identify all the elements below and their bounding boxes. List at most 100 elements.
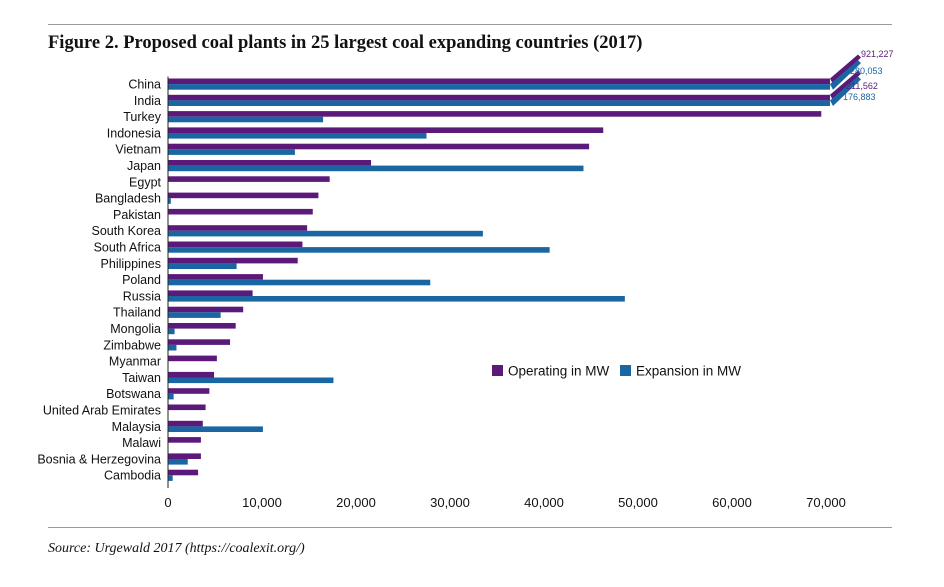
x-tick-label-50000: 50,000 [618, 495, 658, 510]
expansion-bar-bosnia-and-herzegovina [168, 459, 188, 465]
source-note: Source: Urgewald 2017 (https://coalexit.… [48, 541, 305, 556]
category-labels: China India Turkey Indonesia Vietnam Japan Egy… [37, 78, 161, 483]
x-tick-label-20000: 20,000 [336, 495, 376, 510]
expansion-bar-japan [168, 165, 584, 172]
expansion-value-label-china: 280,053 [850, 66, 883, 76]
category-label-poland: Poland [122, 273, 161, 287]
category-label-malaysia: Malaysia [112, 420, 161, 434]
operating-bar-taiwan [168, 371, 215, 378]
x-tick-labels: 0 10,000 20,000 30,000 40,000 50,000 60,000 70,… [164, 495, 846, 510]
category-label-united-arab-emirates: United Arab Emirates [43, 404, 161, 418]
category-label-bangladesh: Bangladesh [95, 192, 161, 206]
expansion-bar-india [168, 100, 830, 106]
operating-bar-thailand [168, 306, 244, 313]
category-label-myanmar: Myanmar [109, 355, 161, 369]
x-tick-label-30000: 30,000 [430, 495, 470, 510]
top-rule [48, 24, 892, 25]
operating-bar-turkey [168, 111, 822, 117]
operating-bar-china-break [830, 54, 861, 85]
operating-bar-bosnia-and-herzegovina [168, 453, 201, 459]
expansion-bar-taiwan [168, 377, 334, 384]
operating-bar-china [168, 78, 830, 85]
category-label-indonesia: Indonesia [107, 126, 161, 140]
category-label-botswana: Botswana [106, 387, 161, 401]
category-label-bosnia-and-herzegovina: Bosnia & Herzegovina [37, 452, 161, 466]
operating-bar-india-break [830, 70, 861, 101]
operating-bar-japan [168, 160, 372, 166]
category-label-mongolia: Mongolia [110, 322, 161, 336]
operating-bar-egypt [168, 176, 330, 182]
expansion-bar-cambodia [168, 475, 173, 481]
operating-bar-cambodia [168, 469, 199, 476]
expansion-value-label-india: 176,883 [843, 92, 876, 102]
legend: Operating in MW Expansion in MW [492, 364, 741, 379]
category-label-south-africa: South Africa [94, 241, 161, 255]
category-label-russia: Russia [123, 289, 161, 303]
figure-title: Figure 2. Proposed coal plants in 25 lar… [48, 33, 643, 53]
category-label-taiwan: Taiwan [122, 371, 161, 385]
bottom-rule [48, 527, 892, 528]
expansion-bar-bangladesh [168, 198, 171, 204]
expansion-bar-china [168, 84, 830, 90]
operating-bar-philippines [168, 257, 298, 264]
category-label-thailand: Thailand [113, 306, 161, 320]
category-label-india: India [134, 94, 161, 108]
category-label-japan: Japan [127, 159, 161, 173]
expansion-bar-india-break [830, 76, 861, 106]
legend-label-expansion: Expansion in MW [636, 364, 741, 379]
x-tick-label-0: 0 [164, 495, 171, 510]
category-label-malawi: Malawi [122, 436, 161, 450]
expansion-bar-mongolia [168, 328, 175, 335]
x-tick-label-40000: 40,000 [524, 495, 564, 510]
expansion-bar-south-africa [168, 247, 550, 253]
category-label-zimbabwe: Zimbabwe [103, 338, 161, 352]
legend-swatch-operating [492, 365, 503, 376]
category-label-turkey: Turkey [123, 110, 161, 124]
expansion-bar-malaysia [168, 426, 263, 432]
category-label-cambodia: Cambodia [104, 469, 161, 483]
category-label-south-korea: South Korea [92, 224, 162, 238]
category-label-egypt: Egypt [129, 175, 161, 189]
operating-bar-poland [168, 274, 263, 280]
category-label-philippines: Philippines [101, 257, 161, 271]
x-tick-label-70000: 70,000 [806, 495, 846, 510]
expansion-bar-zimbabwe [168, 344, 177, 351]
expansion-bar-china-break [830, 60, 861, 90]
operating-bar-pakistan [168, 208, 313, 215]
operating-bar-malawi [168, 437, 201, 443]
operating-bar-south-korea [168, 225, 308, 231]
operating-bar-south-africa [168, 241, 303, 248]
expansion-bar-south-korea [168, 230, 483, 237]
expansion-bar-thailand [168, 312, 221, 318]
legend-swatch-expansion [620, 365, 631, 376]
operating-bar-zimbabwe [168, 339, 231, 345]
expansion-bar-indonesia [168, 133, 427, 139]
expansion-bar-poland [168, 279, 431, 286]
expansion-bar-turkey [168, 116, 324, 123]
category-label-pakistan: Pakistan [113, 208, 161, 222]
bars-layer [168, 54, 861, 481]
operating-bar-united-arab-emirates [168, 404, 206, 411]
expansion-bar-philippines [168, 263, 237, 269]
operating-bar-indonesia [168, 127, 604, 133]
operating-bar-myanmar [168, 355, 217, 362]
legend-label-operating: Operating in MW [508, 364, 610, 379]
expansion-bar-botswana [168, 393, 174, 400]
operating-value-label-china: 921,227 [861, 49, 894, 59]
operating-bar-malaysia [168, 420, 203, 427]
operating-bar-botswana [168, 388, 210, 394]
operating-value-label-india: 211,562 [846, 81, 878, 91]
category-label-china: China [128, 78, 161, 92]
operating-bar-vietnam [168, 143, 590, 150]
operating-bar-mongolia [168, 323, 236, 329]
operating-bar-india [168, 94, 830, 101]
category-label-vietnam: Vietnam [115, 143, 161, 157]
x-tick-label-10000: 10,000 [242, 495, 282, 510]
operating-bar-russia [168, 290, 253, 296]
expansion-bar-russia [168, 296, 625, 302]
operating-bar-bangladesh [168, 192, 319, 199]
x-tick-label-60000: 60,000 [712, 495, 752, 510]
expansion-bar-vietnam [168, 149, 295, 155]
